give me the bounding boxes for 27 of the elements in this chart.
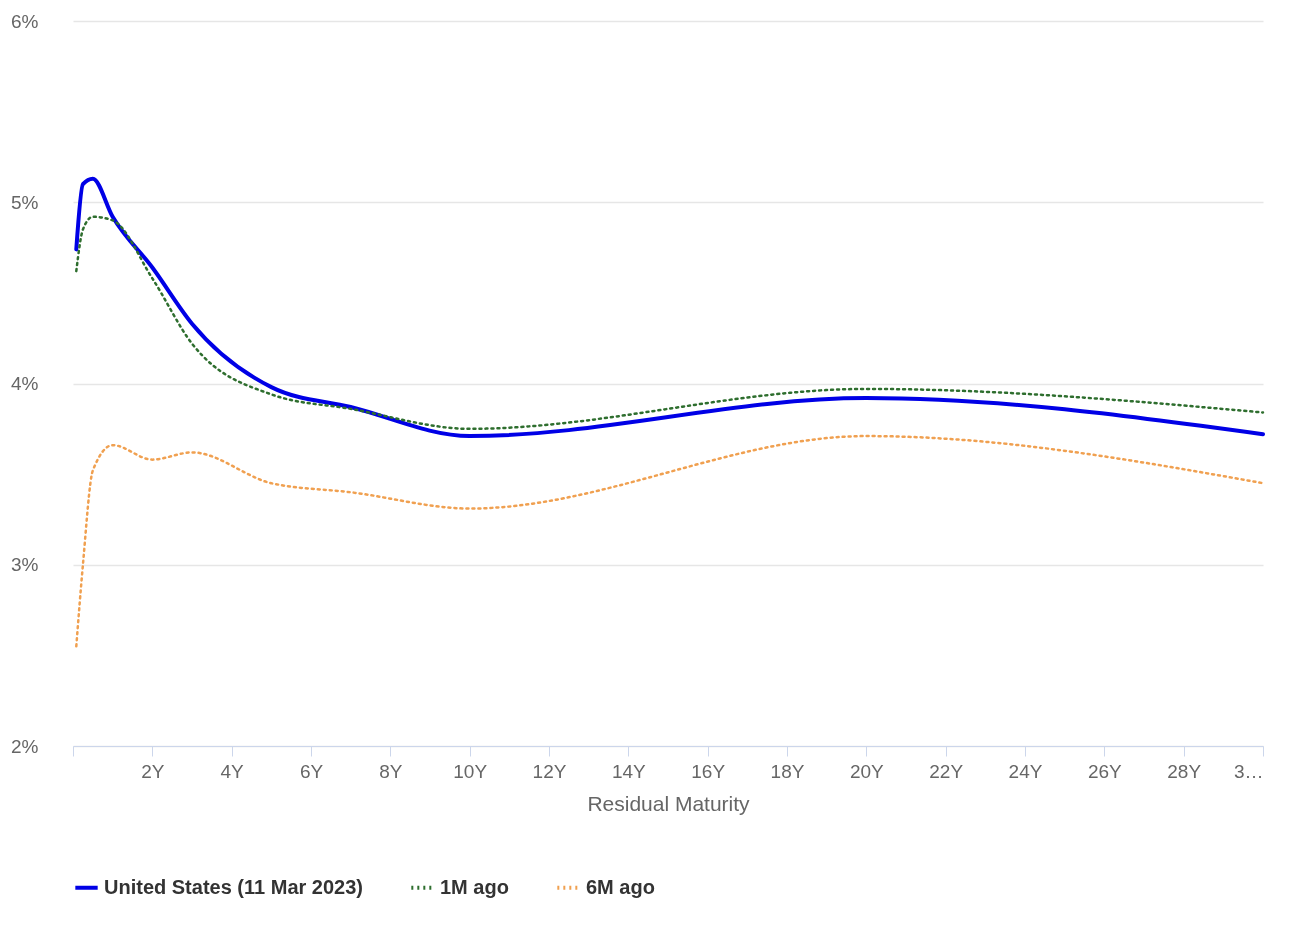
x-tick-label: 6Y (299, 760, 324, 782)
y-tick-label: 5% (11, 191, 39, 213)
line-series (74, 176, 1265, 439)
x-tick-label: 16Y (691, 760, 726, 782)
x-tick-label: 3… (1233, 760, 1264, 782)
line-series (75, 215, 1265, 431)
x-tick-label: 24Y (1008, 760, 1043, 782)
y-tick-label: 2% (11, 735, 39, 757)
x-tick-label: 18Y (770, 760, 805, 782)
legend-label: 6M ago (586, 875, 655, 898)
x-tick-label: 2Y (141, 760, 165, 782)
x-tick-label: 10Y (453, 760, 488, 782)
x-tick-label: 14Y (611, 760, 647, 782)
x-tick-label: 22Y (929, 760, 964, 782)
x-tick-label: 8Y (379, 760, 403, 782)
y-tick-label: 4% (11, 373, 39, 394)
y-tick-label: 6% (11, 10, 39, 32)
y-tick-label: 3% (11, 554, 39, 576)
x-tick-label: 4Y (220, 760, 245, 782)
x-tick-label: 28Y (1167, 760, 1202, 782)
x-tick-label: 20Y (849, 760, 885, 782)
x-axis-title: Residual Maturity (587, 791, 751, 815)
x-tick-label: 12Y (532, 760, 567, 782)
line-series (75, 434, 1265, 648)
x-tick-label: 26Y (1087, 760, 1123, 782)
legend-label: 1M ago (440, 875, 509, 898)
legend-label: United States (11 Mar 2023) (104, 875, 363, 898)
